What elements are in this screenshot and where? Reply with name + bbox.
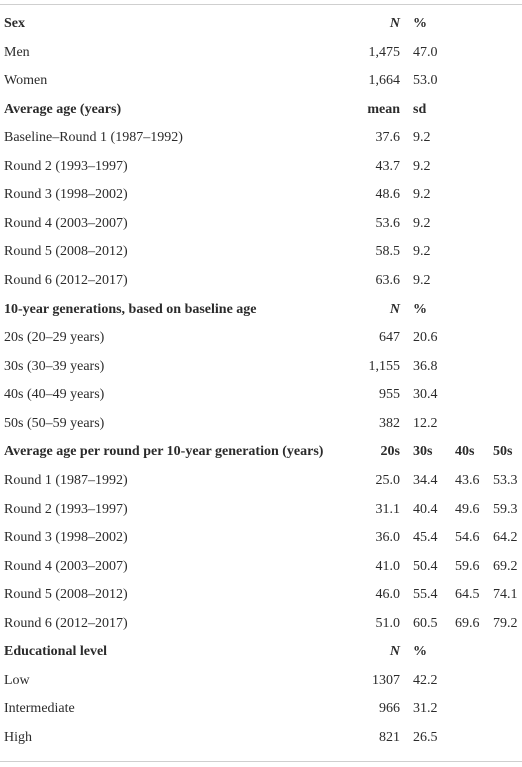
column-header: sd [413, 101, 427, 117]
cell-value: 36.0 [375, 530, 401, 546]
cell-value: 966 [379, 701, 400, 717]
row-label: Low [4, 672, 30, 688]
cell-value: 40.4 [413, 501, 438, 517]
section-header: Average age per round per 10-year genera… [4, 444, 324, 460]
row-label: Round 4 (2003–2007) [4, 558, 128, 574]
cell-value: 54.6 [455, 530, 480, 546]
row-label: Round 1 (1987–1992) [4, 472, 128, 488]
row-label: Round 6 (2012–2017) [4, 273, 128, 289]
column-header: 20s [380, 444, 400, 460]
cell-value: 59.6 [455, 558, 480, 574]
cell-value: 821 [379, 730, 400, 745]
column-header: % [413, 16, 427, 31]
cell-value: 53.0 [413, 73, 438, 89]
row-label: Round 6 (2012–2017) [4, 615, 128, 631]
cell-value: 20.6 [413, 330, 438, 346]
row-label: Intermediate [4, 701, 75, 717]
cell-value: 48.6 [375, 187, 401, 203]
bottom-rule [0, 761, 522, 762]
cell-value: 9.2 [413, 244, 431, 260]
cell-value: 9.2 [413, 158, 431, 174]
column-header: % [413, 301, 427, 317]
row-label: Women [4, 73, 48, 89]
cell-value: 64.2 [493, 530, 518, 546]
cell-value: 69.2 [493, 558, 518, 574]
cell-value: 79.2 [493, 615, 518, 631]
column-header: % [413, 644, 427, 660]
cell-value: 63.6 [375, 273, 401, 289]
cell-value: 955 [379, 387, 400, 403]
row-label: Round 5 (2008–2012) [4, 587, 128, 603]
cell-value: 60.5 [413, 615, 438, 631]
cell-value: 55.4 [413, 587, 438, 603]
cell-value: 64.5 [455, 587, 480, 603]
cell-value: 1307 [372, 672, 400, 688]
cell-value: 36.8 [413, 358, 438, 374]
cell-value: 43.7 [375, 158, 401, 174]
cell-value: 12.2 [413, 415, 438, 431]
cell-value: 647 [379, 330, 400, 346]
cell-value: 9.2 [413, 273, 431, 289]
cell-value: 51.0 [375, 615, 401, 631]
cell-value: 41.0 [375, 558, 401, 574]
cell-value: 74.1 [493, 587, 518, 603]
row-label: Round 3 (1998–2002) [4, 530, 128, 546]
cell-value: 34.4 [413, 472, 438, 488]
cell-value: 9.2 [413, 187, 431, 203]
column-header: N [389, 644, 400, 660]
section-header: 10-year generations, based on baseline a… [4, 301, 257, 317]
cell-value: 58.5 [375, 244, 401, 260]
row-label: 40s (40–49 years) [4, 387, 105, 403]
cell-value: 9.2 [413, 130, 431, 146]
section-header: Educational level [4, 644, 108, 660]
row-label: Men [4, 44, 30, 60]
row-label: High [4, 730, 32, 745]
row-label: Round 5 (2008–2012) [4, 244, 128, 260]
cell-value: 46.0 [375, 587, 401, 603]
section-header: Sex [4, 16, 25, 31]
column-header: N [389, 16, 400, 31]
row-label: Round 2 (1993–1997) [4, 158, 128, 174]
top-rule [0, 4, 522, 5]
cell-value: 1,155 [368, 358, 401, 374]
row-label: Baseline–Round 1 (1987–1992) [4, 130, 183, 146]
cell-value: 69.6 [455, 615, 480, 631]
section-header: Average age (years) [4, 101, 122, 117]
row-label: Round 4 (2003–2007) [4, 215, 128, 231]
cell-value: 31.2 [413, 701, 438, 717]
cell-value: 9.2 [413, 215, 431, 231]
column-header: 50s [493, 444, 513, 460]
column-header: 30s [413, 444, 433, 460]
column-header: 40s [455, 444, 475, 460]
column-header: mean [367, 101, 400, 117]
cell-value: 42.2 [413, 672, 438, 688]
row-label: 50s (50–59 years) [4, 415, 105, 431]
cell-value: 382 [379, 415, 400, 431]
row-label: Round 2 (1993–1997) [4, 501, 128, 517]
cell-value: 1,664 [368, 73, 401, 89]
cell-value: 59.3 [493, 501, 518, 517]
cell-value: 49.6 [455, 501, 480, 517]
cell-value: 25.0 [375, 472, 401, 488]
row-label: 20s (20–29 years) [4, 330, 105, 346]
column-header: N [389, 301, 400, 317]
cell-value: 31.1 [375, 501, 401, 517]
cell-value: 45.4 [413, 530, 438, 546]
cell-value: 37.6 [375, 130, 401, 146]
cell-value: 30.4 [413, 387, 438, 403]
cell-value: 53.6 [375, 215, 401, 231]
row-label: Round 3 (1998–2002) [4, 187, 128, 203]
cell-value: 26.5 [413, 730, 438, 745]
cell-value: 47.0 [413, 44, 438, 60]
cell-value: 53.3 [493, 472, 518, 488]
cell-value: 1,475 [368, 44, 401, 60]
row-label: 30s (30–39 years) [4, 358, 105, 374]
cell-value: 43.6 [455, 472, 480, 488]
cell-value: 50.4 [413, 558, 438, 574]
